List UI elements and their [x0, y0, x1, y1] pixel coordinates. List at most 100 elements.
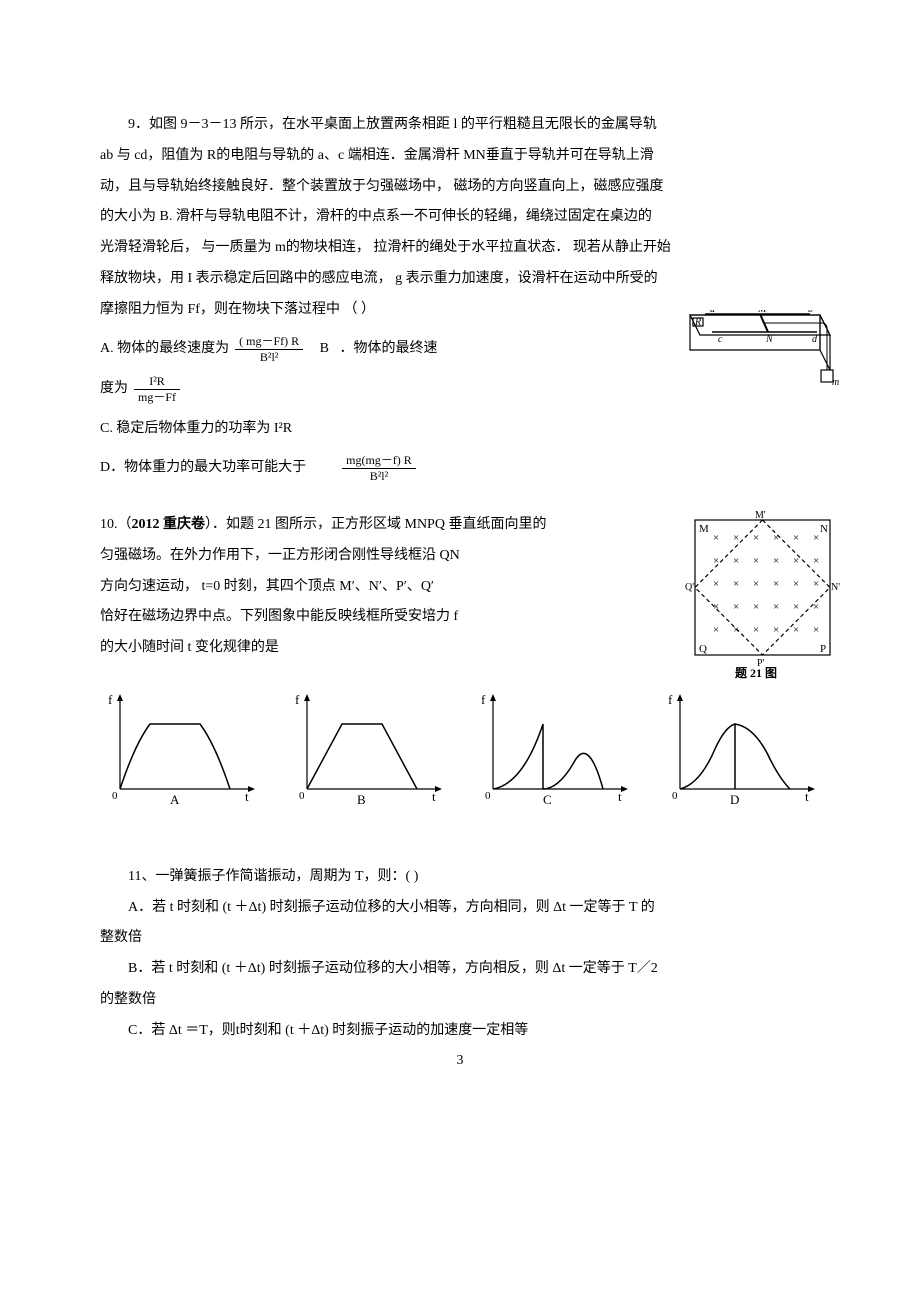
q10-body: 10.（2012 重庆卷）．如题 21 图所示，正方形区域 MNPQ 垂直纸面向… — [100, 510, 590, 664]
svg-text:×: × — [713, 624, 719, 636]
opt-a-prefix: A. 物体的最终速度为 — [100, 334, 229, 365]
opt-a-fraction: ( mg－Ff) R B²l² — [235, 334, 303, 366]
opt-a-num: ( mg－Ff) R — [235, 334, 303, 351]
label-b: b — [808, 310, 813, 315]
svg-text:×: × — [793, 532, 799, 544]
q10-line1: 10.（2012 重庆卷）．如题 21 图所示，正方形区域 MNPQ 垂直纸面向… — [100, 510, 590, 541]
q10-line2: 匀强磁场。在外力作用下，一正方形闭合刚性导线框沿 QN — [100, 541, 590, 572]
q9-circuit-diagram: R a b c d M N m — [680, 310, 840, 418]
q9-body: 9．如图 9－3－13 所示，在水平桌面上放置两条相距 l 的平行粗糙且无限长的… — [100, 110, 820, 326]
q10-line5: 的大小随时间 t 变化规律的是 — [100, 633, 590, 664]
svg-text:0: 0 — [485, 790, 491, 802]
svg-text:×: × — [753, 532, 759, 544]
svg-text:Q': Q' — [685, 582, 694, 593]
svg-text:×: × — [753, 601, 759, 613]
svg-text:×: × — [793, 555, 799, 567]
svg-text:M: M — [699, 523, 709, 535]
q10-line4: 恰好在磁场边界中点。下列图象中能反映线框所受安培力 f — [100, 602, 590, 633]
question-10: 10.（2012 重庆卷）．如题 21 图所示，正方形区域 MNPQ 垂直纸面向… — [100, 510, 820, 664]
opt-b-num: I²R — [134, 374, 180, 391]
opt-b-fraction: I²R mg－Ff — [134, 374, 180, 406]
q10-year: 2012 重庆卷 — [132, 517, 206, 532]
opt-d-den: B²l² — [342, 469, 416, 485]
graph-c: f t 0 C — [473, 689, 633, 822]
q11-opt-c: C．若 Δt ＝T，则t时刻和 (t ＋Δt) 时刻振子运动的加速度一定相等 — [100, 1016, 820, 1047]
q11-opt-b: B．若 t 时刻和 (t ＋Δt) 时刻振子运动位移的大小相等，方向相反，则 Δ… — [100, 954, 820, 985]
svg-text:×: × — [813, 555, 819, 567]
svg-text:t: t — [805, 789, 809, 804]
opt-a-suffix: B ．物体的最终速 — [309, 334, 437, 365]
svg-text:0: 0 — [299, 790, 305, 802]
svg-text:M': M' — [755, 510, 766, 521]
question-11: 11、一弹簧振子作简谐振动，周期为 T，则：( ) A．若 t 时刻和 (t ＋… — [100, 862, 820, 1047]
graphs-row: f t 0 A f t 0 B f t 0 C — [100, 689, 820, 822]
svg-text:0: 0 — [112, 790, 118, 802]
svg-text:P: P — [820, 643, 826, 655]
q9-option-d: D．物体重力的最大功率可能大于 mg(mg－f) R B²l² — [100, 453, 820, 485]
graph-label-d: D — [730, 792, 739, 807]
graph-b: f t 0 B — [287, 689, 447, 822]
svg-text:×: × — [793, 578, 799, 590]
svg-text:×: × — [773, 624, 779, 636]
opt-d-num: mg(mg－f) R — [342, 453, 416, 470]
graph-label-b: B — [357, 792, 366, 807]
svg-text:×: × — [773, 532, 779, 544]
svg-text:×: × — [813, 578, 819, 590]
svg-text:×: × — [753, 578, 759, 590]
graph-d: f t 0 D — [660, 689, 820, 822]
svg-text:×: × — [733, 578, 739, 590]
q9-line4: 的大小为 B. 滑杆与导轨电阻不计，滑杆的中点系一不可伸长的轻绳，绳绕过固定在桌… — [100, 202, 820, 233]
svg-text:×: × — [813, 601, 819, 613]
q10-line3: 方向匀速运动， t=0 时刻，其四个顶点 M′、N′、P′、Q′ — [100, 572, 590, 603]
graph-label-a: A — [170, 792, 180, 807]
svg-text:f: f — [108, 692, 113, 707]
label-N: N — [765, 334, 774, 345]
svg-text:0: 0 — [672, 790, 678, 802]
q9-option-c: C. 稳定后物体重力的功率为 I²R — [100, 414, 820, 445]
opt-b-prefix: 度为 — [100, 374, 128, 405]
svg-text:×: × — [753, 555, 759, 567]
label-c: c — [718, 334, 723, 345]
page-number: 3 — [457, 1046, 464, 1077]
q9-line5: 光滑轻滑轮后， 与一质量为 m的物块相连， 拉滑杆的绳处于水平拉直状态． 现若从… — [100, 233, 820, 264]
label-a: a — [710, 310, 715, 315]
svg-text:×: × — [733, 532, 739, 544]
q11-opt-a2: 整数倍 — [100, 923, 820, 954]
opt-d-prefix: D．物体重力的最大功率可能大于 — [100, 453, 306, 484]
q10-rest: ）．如题 21 图所示，正方形区域 MNPQ 垂直纸面向里的 — [205, 517, 546, 532]
graph-label-c: C — [543, 792, 552, 807]
q11-opt-b2: 的整数倍 — [100, 985, 820, 1016]
svg-text:×: × — [713, 578, 719, 590]
svg-text:t: t — [245, 789, 249, 804]
svg-text:N': N' — [831, 582, 840, 593]
svg-text:t: t — [618, 789, 622, 804]
q9-line1: 9．如图 9－3－13 所示，在水平桌面上放置两条相距 l 的平行粗糙且无限长的… — [100, 110, 820, 141]
q10-img-caption: 题 21 图 — [735, 666, 777, 680]
svg-text:×: × — [713, 532, 719, 544]
svg-text:N: N — [820, 523, 828, 535]
q9-line6: 释放物块，用 I 表示稳定后回路中的感应电流， g 表示重力加速度，设滑杆在运动… — [100, 264, 820, 295]
label-m: m — [832, 377, 839, 388]
svg-text:×: × — [793, 601, 799, 613]
svg-text:f: f — [668, 692, 673, 707]
svg-text:f: f — [481, 692, 486, 707]
svg-text:t: t — [432, 789, 436, 804]
svg-text:×: × — [773, 555, 779, 567]
graph-a: f t 0 A — [100, 689, 260, 822]
opt-d-fraction: mg(mg－f) R B²l² — [342, 453, 416, 485]
q10-field-diagram: M N P Q ×××××× ×××××× ×××××× ×××××× ××××… — [685, 510, 840, 693]
q11-opt-a: A．若 t 时刻和 (t ＋Δt) 时刻振子运动位移的大小相等，方向相同，则 Δ… — [100, 893, 820, 924]
label-M: M — [757, 310, 767, 315]
q11-line1: 11、一弹簧振子作简谐振动，周期为 T，则：( ) — [100, 862, 820, 893]
label-R: R — [694, 317, 701, 328]
svg-text:×: × — [813, 532, 819, 544]
svg-text:×: × — [733, 555, 739, 567]
q9-line3: 动，且与导轨始终接触良好．整个装置放于匀强磁场中， 磁场的方向竖直向上，磁感应强… — [100, 172, 820, 203]
opt-a-den: B²l² — [235, 350, 303, 366]
svg-text:×: × — [713, 555, 719, 567]
svg-text:×: × — [733, 601, 739, 613]
svg-text:×: × — [793, 624, 799, 636]
svg-text:Q: Q — [699, 643, 707, 655]
svg-text:×: × — [753, 624, 759, 636]
svg-text:×: × — [813, 624, 819, 636]
